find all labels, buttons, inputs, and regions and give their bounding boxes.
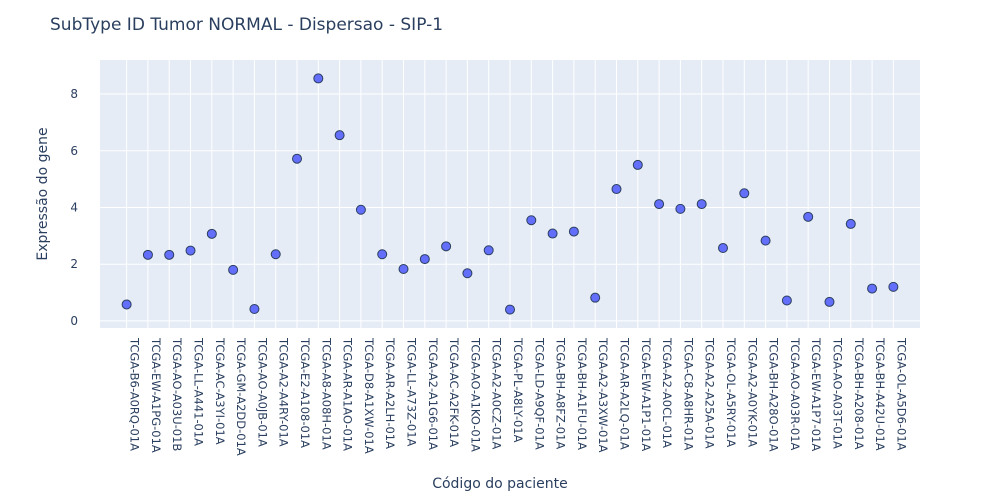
- data-point[interactable]: [228, 264, 239, 275]
- x-tick-label: TCGA-BH-A208-01A: [852, 337, 866, 450]
- x-tick-label: TCGA-AO-A0JB-01A: [255, 337, 269, 447]
- data-point[interactable]: [292, 153, 303, 164]
- x-tick-label: TCGA-D8-A1XW-01A: [362, 337, 376, 454]
- data-point[interactable]: [462, 268, 473, 279]
- data-point[interactable]: [654, 199, 665, 210]
- x-tick-label: TCGA-A2-A3XW-01A: [596, 337, 610, 453]
- x-tick-label: TCGA-OL-A5RY-01A: [724, 337, 738, 447]
- x-axis-title: Código do paciente: [432, 476, 568, 492]
- data-point[interactable]: [611, 184, 622, 195]
- data-point[interactable]: [377, 249, 388, 260]
- data-point[interactable]: [803, 211, 814, 222]
- data-point[interactable]: [888, 281, 899, 292]
- x-tick-label: TCGA-BH-A1FU-01A: [575, 337, 589, 450]
- x-tick-label: TCGA-A2-A0YK-01A: [745, 337, 759, 447]
- y-tick-label: 2: [70, 257, 78, 271]
- data-point[interactable]: [824, 296, 835, 307]
- data-point[interactable]: [419, 254, 430, 265]
- y-tick-label: 8: [70, 87, 78, 101]
- x-tick-label: TCGA-A8-A08H-01A: [319, 337, 333, 450]
- data-point[interactable]: [164, 249, 175, 260]
- x-tick-label: TCGA-EW-A1P1-01A: [639, 337, 653, 451]
- data-point[interactable]: [547, 228, 558, 239]
- data-point[interactable]: [249, 303, 260, 314]
- data-point[interactable]: [632, 159, 643, 170]
- x-tick-label: TCGA-E2-A108-01A: [298, 337, 312, 448]
- data-point[interactable]: [739, 188, 750, 199]
- x-axis-ticks: TCGA-B6-A0RQ-01A TCGA-EW-A1PG-01A TCGA-AO-…: [128, 337, 909, 456]
- data-point[interactable]: [121, 299, 132, 310]
- data-point[interactable]: [781, 295, 792, 306]
- y-tick-label: 0: [70, 314, 78, 328]
- data-point[interactable]: [675, 203, 686, 214]
- data-point[interactable]: [483, 245, 494, 256]
- grid-layer: [100, 60, 920, 328]
- data-point[interactable]: [355, 204, 366, 215]
- data-point[interactable]: [696, 199, 707, 210]
- x-tick-label: TCGA-AR-A2LQ-01A: [617, 337, 631, 450]
- x-tick-label: TCGA-A2-A4RY-01A: [277, 337, 291, 447]
- data-point[interactable]: [717, 243, 728, 254]
- x-tick-label: TCGA-AO-A1KO-01A: [468, 337, 482, 452]
- x-tick-label: TCGA-A2-A25A-01A: [703, 337, 717, 449]
- x-tick-label: TCGA-EW-A1PG-01A: [149, 337, 163, 453]
- x-tick-label: TCGA-AR-A1AO-01A: [341, 337, 355, 451]
- x-tick-label: TCGA-LL-A441-01A: [192, 337, 206, 446]
- x-tick-label: TCGA-AC-A2FK-01A: [447, 337, 461, 447]
- data-point[interactable]: [142, 249, 153, 260]
- y-axis-title: Expressão do gene: [35, 127, 51, 260]
- data-point[interactable]: [206, 228, 217, 239]
- x-tick-label: TCGA-AO-A03R-01A: [788, 337, 802, 451]
- x-tick-label: TCGA-A2-A1G6-01A: [426, 337, 440, 450]
- x-tick-label: TCGA-PL-A8LY-01A: [511, 337, 525, 443]
- x-tick-label: TCGA-A2-A0CL-01A: [660, 337, 674, 448]
- data-point[interactable]: [441, 241, 452, 252]
- data-point[interactable]: [845, 218, 856, 229]
- y-tick-label: 6: [70, 144, 78, 158]
- x-tick-label: TCGA-AR-A2LH-01A: [383, 337, 397, 449]
- x-tick-label: TCGA-BH-A28O-01A: [767, 337, 781, 452]
- data-point[interactable]: [526, 215, 537, 226]
- x-tick-label: TCGA-BH-A42U-01A: [873, 337, 887, 451]
- data-point[interactable]: [398, 264, 409, 275]
- x-tick-label: TCGA-GM-A2DD-01A: [234, 337, 248, 456]
- data-point[interactable]: [313, 73, 324, 84]
- data-point[interactable]: [270, 249, 281, 260]
- data-point[interactable]: [568, 226, 579, 237]
- data-point[interactable]: [590, 292, 601, 303]
- data-points: [121, 73, 899, 315]
- y-axis-ticks: 0 2 4 6 8: [70, 87, 78, 328]
- x-tick-label: TCGA-B6-A0RQ-01A: [128, 337, 142, 451]
- x-tick-label: TCGA-LL-A73Z-01A: [405, 337, 419, 447]
- x-tick-label: TCGA-OL-A5D6-01A: [894, 337, 908, 451]
- y-tick-label: 4: [70, 200, 78, 214]
- data-point[interactable]: [505, 304, 515, 315]
- chart-title: SubType ID Tumor NORMAL - Dispersao - SI…: [50, 15, 443, 35]
- data-point[interactable]: [867, 283, 878, 294]
- data-point[interactable]: [185, 245, 196, 256]
- x-tick-label: TCGA-LD-A9QF-01A: [532, 337, 546, 450]
- data-point[interactable]: [334, 130, 345, 141]
- x-tick-label: TCGA-A2-A0CZ-01A: [490, 337, 504, 450]
- x-tick-label: TCGA-AO-A03T-01A: [830, 337, 844, 449]
- x-tick-label: TCGA-C8-A8HR-01A: [681, 337, 695, 450]
- data-point[interactable]: [760, 235, 771, 246]
- x-tick-label: TCGA-AO-A03U-01B: [170, 337, 184, 451]
- x-tick-label: TCGA-AC-A3YI-01A: [213, 337, 227, 445]
- x-tick-label: TCGA-BH-A8FZ-01A: [554, 337, 568, 449]
- x-tick-label: TCGA-EW-A1P7-01A: [809, 337, 823, 451]
